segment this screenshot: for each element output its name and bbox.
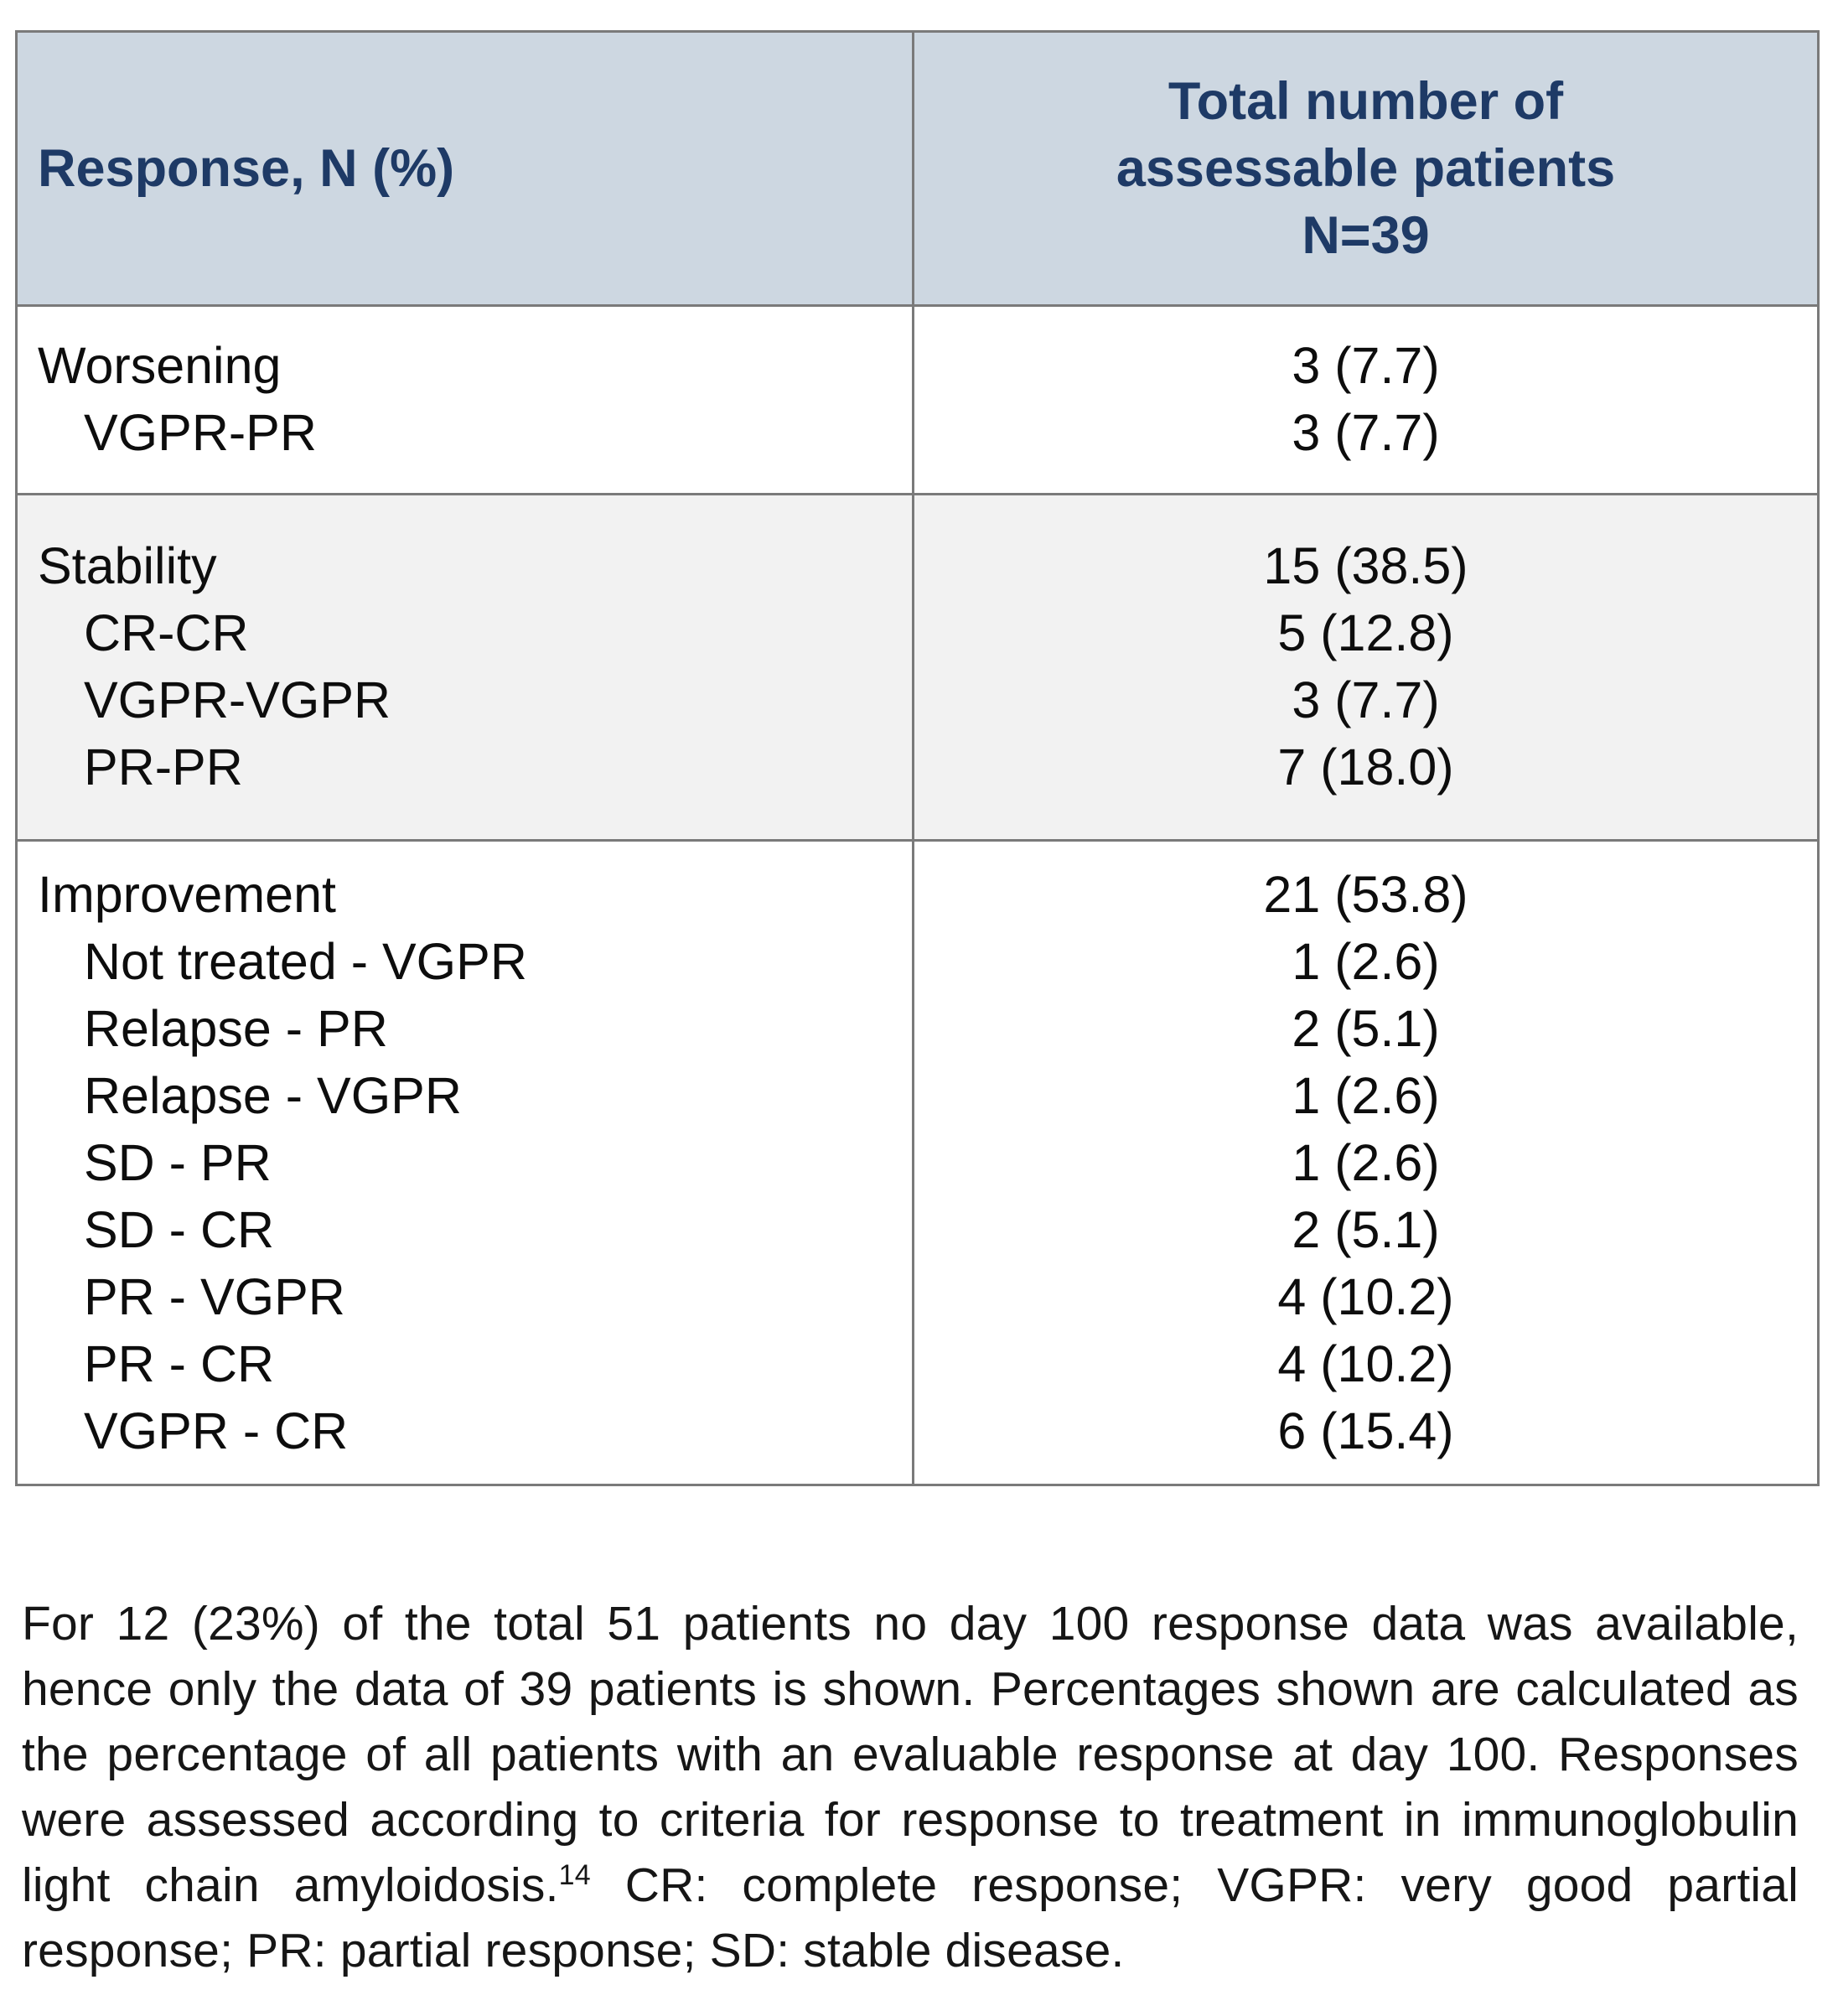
row-value: 7 (18.0) (1277, 739, 1454, 796)
footnote-reference-superscript: 14 (558, 1859, 591, 1891)
row-label: VGPR - CR (84, 1402, 349, 1459)
section-stability-labels: Stability CR-CR VGPR-VGPR PR-PR (16, 493, 914, 841)
header-cell-total-patients: Total number of assessable patients N=39 (913, 31, 1819, 306)
row-value: 4 (10.2) (1277, 1335, 1454, 1392)
response-table: Response, N (%) Total number of assessab… (15, 30, 1820, 1486)
table-footnote: For 12 (23%) of the total 51 patients no… (22, 1591, 1799, 1983)
row-value: 2 (5.1) (1292, 1000, 1440, 1057)
section-worsening: Worsening VGPR-PR 3 (7.7) 3 (7.7) (16, 304, 1819, 495)
row-value: 5 (12.8) (1277, 604, 1454, 661)
row-value: 4 (10.2) (1277, 1268, 1454, 1325)
row-label: Worsening (38, 337, 282, 394)
row-value: 3 (7.7) (1292, 404, 1440, 461)
row-value: 3 (7.7) (1292, 337, 1440, 394)
table-header-row: Response, N (%) Total number of assessab… (16, 31, 1819, 306)
row-label: Stability (38, 537, 217, 594)
row-label: Not treated - VGPR (84, 933, 527, 990)
row-value: 3 (7.7) (1292, 671, 1440, 728)
row-label: SD - PR (84, 1134, 272, 1191)
row-label: Relapse - VGPR (84, 1067, 462, 1124)
header-total-line-3: N=39 (1302, 206, 1430, 265)
row-value: 1 (2.6) (1292, 1067, 1440, 1124)
row-label: Relapse - PR (84, 1000, 388, 1057)
section-improvement: Improvement Not treated - VGPR Relapse -… (16, 839, 1819, 1485)
row-value: 6 (15.4) (1277, 1402, 1454, 1459)
header-total-line-1: Total number of (1168, 72, 1564, 131)
section-stability-values: 15 (38.5) 5 (12.8) 3 (7.7) 7 (18.0) (913, 493, 1819, 841)
row-value: 15 (38.5) (1263, 537, 1468, 594)
row-label: SD - CR (84, 1201, 275, 1258)
section-improvement-labels: Improvement Not treated - VGPR Relapse -… (16, 839, 914, 1485)
footnote-text-main: For 12 (23%) of the total 51 patients no… (22, 1597, 1799, 1912)
row-label: VGPR-VGPR (84, 671, 391, 728)
header-cell-response: Response, N (%) (16, 31, 914, 306)
row-value: 21 (53.8) (1263, 866, 1468, 923)
header-total-line-2: assessable patients (1116, 139, 1616, 198)
row-label: Improvement (38, 866, 336, 923)
row-label: PR-PR (84, 739, 243, 796)
row-label: VGPR-PR (84, 404, 317, 461)
row-label: PR - VGPR (84, 1268, 345, 1325)
row-label: PR - CR (84, 1335, 275, 1392)
section-worsening-values: 3 (7.7) 3 (7.7) (913, 304, 1819, 495)
section-worsening-labels: Worsening VGPR-PR (16, 304, 914, 495)
section-stability: Stability CR-CR VGPR-VGPR PR-PR 15 (38.5… (16, 493, 1819, 841)
row-value: 1 (2.6) (1292, 1134, 1440, 1191)
section-improvement-values: 21 (53.8) 1 (2.6) 2 (5.1) 1 (2.6) 1 (2.6… (913, 839, 1819, 1485)
row-value: 2 (5.1) (1292, 1201, 1440, 1258)
footnote-text-abbreviations: CR: complete response; VGPR: very good p… (22, 1858, 1799, 1977)
row-value: 1 (2.6) (1292, 933, 1440, 990)
row-label: CR-CR (84, 604, 249, 661)
header-response-label: Response, N (%) (38, 139, 455, 198)
